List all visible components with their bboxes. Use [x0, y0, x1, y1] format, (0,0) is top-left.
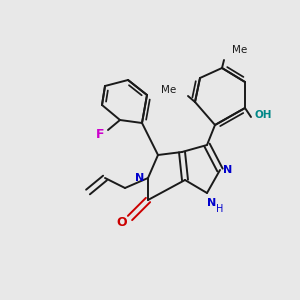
Text: H: H	[216, 204, 224, 214]
Text: OH: OH	[254, 110, 272, 120]
Text: N: N	[207, 198, 217, 208]
Text: N: N	[135, 173, 145, 183]
Text: Me: Me	[161, 85, 176, 95]
Text: F: F	[96, 128, 104, 142]
Text: N: N	[224, 165, 232, 175]
Text: O: O	[117, 217, 127, 230]
Text: Me: Me	[232, 45, 247, 55]
